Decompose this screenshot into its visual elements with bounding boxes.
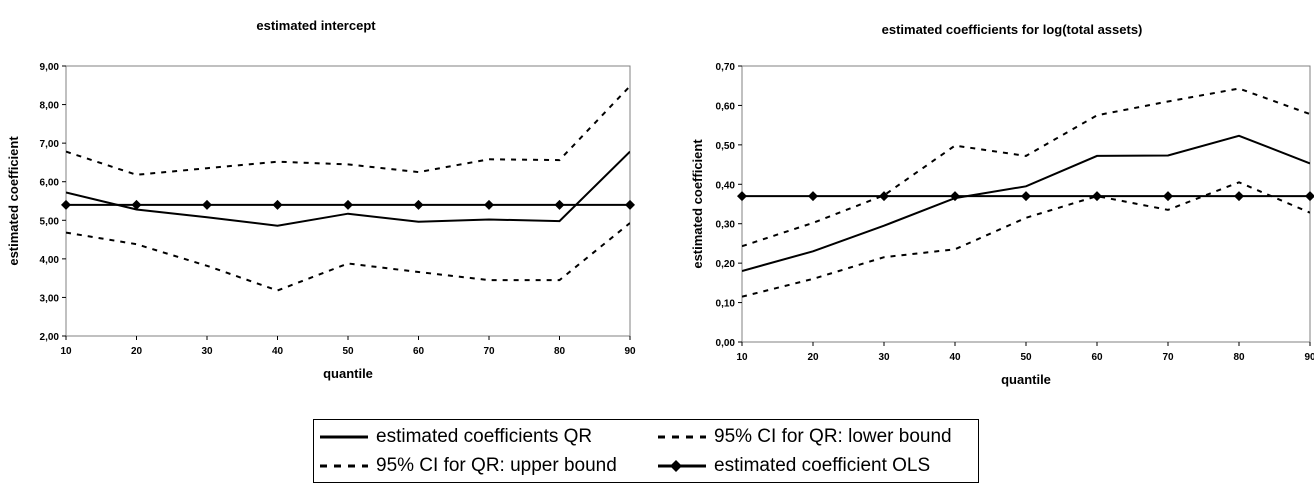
y-tick-label: 9,00 xyxy=(40,62,60,73)
x-tick-label: 80 xyxy=(554,346,566,357)
ols-point-marker xyxy=(1092,191,1102,202)
ols-point-marker xyxy=(554,199,565,210)
legend-dashed-line-icon xyxy=(320,464,368,468)
y-tick-label: 0,60 xyxy=(716,101,736,112)
x-tick-label: 90 xyxy=(624,346,636,357)
legend-solid-line-icon xyxy=(320,435,368,439)
legend-label: estimated coefficient OLS xyxy=(714,455,931,476)
ols-point-marker xyxy=(625,199,635,210)
series-line-95-ci-for-qr-upper-bound xyxy=(66,85,630,176)
y-tick-label: 3,00 xyxy=(40,293,60,304)
x-tick-label: 10 xyxy=(60,346,72,357)
series-line-estimated-coefficients-qr xyxy=(742,134,1310,272)
y-tick-label: 0,10 xyxy=(716,299,736,310)
x-tick-label: 40 xyxy=(949,352,961,363)
ols-point-marker xyxy=(202,199,212,210)
series-line-estimated-coefficients-qr xyxy=(66,150,630,227)
x-tick-label: 70 xyxy=(483,346,495,357)
y-axis-label: estimated coefficient xyxy=(6,136,21,266)
y-tick-label: 7,00 xyxy=(40,139,60,150)
ols-point-marker xyxy=(484,199,494,210)
x-tick-label: 70 xyxy=(1162,352,1174,363)
ols-point-marker xyxy=(131,199,142,210)
x-tick-label: 60 xyxy=(413,346,425,357)
legend-item: estimated coefficient OLS xyxy=(656,453,930,479)
ols-point-marker xyxy=(1021,191,1031,202)
x-tick-label: 30 xyxy=(878,352,890,363)
ols-point-marker xyxy=(737,191,747,202)
plot-area xyxy=(741,65,1311,343)
ols-point-marker xyxy=(1163,191,1173,202)
x-axis-label: quantile xyxy=(1001,372,1051,387)
y-tick-label: 0,70 xyxy=(716,62,736,73)
x-tick-label: 20 xyxy=(807,352,819,363)
x-tick-label: 50 xyxy=(342,346,354,357)
legend-item: 95% CI for QR: upper bound xyxy=(318,453,617,479)
y-tick-label: 6,00 xyxy=(40,178,60,189)
y-axis-label: estimated coefficient xyxy=(690,139,705,269)
chart-title: estimated intercept xyxy=(256,18,376,33)
ols-point-marker xyxy=(879,191,889,202)
y-tick-label: 5,00 xyxy=(40,216,60,227)
chart-title: estimated coefficients for log(total ass… xyxy=(882,22,1143,37)
ols-point-marker xyxy=(413,199,424,210)
y-tick-label: 0,50 xyxy=(716,141,736,152)
legend-dashed-line-icon xyxy=(658,435,706,439)
y-tick-label: 2,00 xyxy=(40,332,60,343)
ols-point-marker xyxy=(343,199,353,210)
ols-point-marker xyxy=(272,199,283,210)
chart-2: estimated coefficients for log(total ass… xyxy=(690,22,1314,387)
y-tick-label: 8,00 xyxy=(40,101,60,112)
x-tick-label: 90 xyxy=(1304,352,1314,363)
x-tick-label: 50 xyxy=(1020,352,1032,363)
legend-label: 95% CI for QR: lower bound xyxy=(714,426,952,447)
chart-1: estimated intercept 2,00 3,00 4,00 5,00 6,00 7… xyxy=(6,18,636,381)
y-tick-label: 0,20 xyxy=(716,259,736,270)
ols-point-marker xyxy=(1305,191,1314,202)
legend: estimated coefficients QR 95% CI for QR:… xyxy=(313,419,979,483)
x-axis-label: quantile xyxy=(323,366,373,381)
x-tick-label: 30 xyxy=(201,346,213,357)
y-tick-label: 4,00 xyxy=(40,255,60,266)
ols-point-marker xyxy=(808,191,818,202)
legend-item: estimated coefficients QR xyxy=(318,424,592,450)
series-line-95-ci-for-qr-lower-bound xyxy=(66,222,630,292)
ols-point-marker xyxy=(61,199,71,210)
y-tick-label: 0,40 xyxy=(716,180,736,191)
ols-point-marker xyxy=(1234,191,1244,202)
legend-diamond-line-icon xyxy=(658,460,706,472)
ols-point-marker xyxy=(950,191,960,202)
legend-label: 95% CI for QR: upper bound xyxy=(376,455,617,476)
x-tick-label: 60 xyxy=(1091,352,1103,363)
legend-label: estimated coefficients QR xyxy=(376,426,593,447)
x-tick-label: 10 xyxy=(736,352,748,363)
x-tick-label: 40 xyxy=(272,346,284,357)
series-line-95-ci-for-qr-upper-bound xyxy=(742,87,1310,248)
y-tick-label: 0,30 xyxy=(716,220,736,231)
y-tick-label: 0,00 xyxy=(716,338,736,349)
x-tick-label: 80 xyxy=(1233,352,1245,363)
legend-item: 95% CI for QR: lower bound xyxy=(656,424,952,450)
x-tick-label: 20 xyxy=(131,346,143,357)
